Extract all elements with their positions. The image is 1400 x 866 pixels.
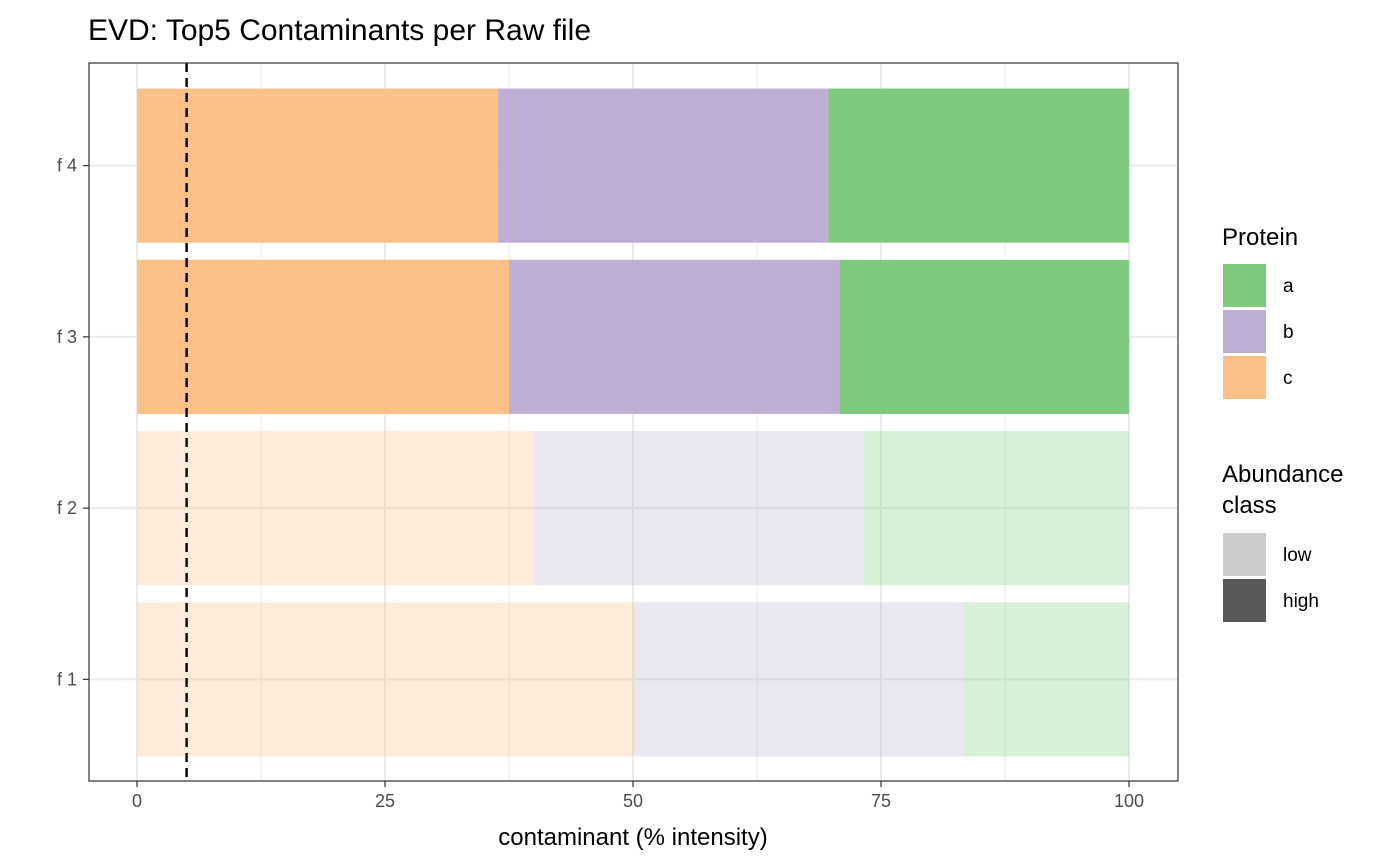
legend-label-b: b: [1283, 322, 1294, 343]
chart-title: EVD: Top5 Contaminants per Raw file: [88, 14, 591, 47]
bar-segment-b-f1: [633, 602, 965, 757]
bar-segment-c-f4: [137, 88, 499, 243]
x-tick-label: 50: [623, 791, 643, 811]
bar-segment-b-f4: [498, 88, 829, 243]
bar-segment-a-f2: [864, 431, 1129, 586]
legend-abundance-title-line1: Abundance: [1222, 461, 1343, 488]
legend-label-low: low: [1283, 545, 1312, 566]
legend: Protein a b c Abundance class low high: [1222, 224, 1350, 622]
legend-key-b: [1223, 310, 1266, 353]
legend-abundance-title-line2: class: [1222, 492, 1277, 519]
plot-panel: [88, 62, 1179, 782]
legend-key-a: [1223, 264, 1266, 307]
legend-abundance-items: low high: [1223, 533, 1319, 622]
legend-abundance-title: Abundance class: [1222, 461, 1350, 519]
legend-protein-items: a b c: [1223, 264, 1294, 399]
y-tick-label: f 2: [57, 498, 77, 518]
bars: [137, 88, 1129, 757]
legend-protein-title: Protein: [1222, 224, 1298, 251]
bar-segment-a-f3: [839, 259, 1129, 414]
x-axis: 0 25 50 75 100: [132, 781, 1144, 811]
bar-segment-c-f1: [137, 602, 633, 757]
bar-segment-b-f2: [533, 431, 865, 586]
legend-label-c: c: [1283, 368, 1293, 389]
y-tick-label: f 4: [57, 156, 77, 176]
x-tick-label: 0: [132, 791, 142, 811]
bar-segment-a-f4: [828, 88, 1129, 243]
bar-segment-b-f3: [509, 259, 840, 414]
legend-key-low: [1223, 533, 1266, 576]
x-axis-title: contaminant (% intensity): [498, 824, 767, 851]
y-tick-label: f 3: [57, 327, 77, 347]
y-axis: f 1 f 2 f 3 f 4: [57, 156, 89, 689]
legend-key-high: [1223, 579, 1266, 622]
bar-segment-a-f1: [964, 602, 1129, 757]
legend-key-c: [1223, 356, 1266, 399]
bar-segment-c-f2: [137, 431, 534, 586]
legend-label-a: a: [1283, 276, 1294, 297]
x-tick-label: 75: [871, 791, 891, 811]
x-tick-label: 100: [1114, 791, 1144, 811]
legend-label-high: high: [1283, 591, 1319, 612]
bar-segment-c-f3: [137, 259, 509, 414]
x-tick-label: 25: [375, 791, 395, 811]
y-tick-label: f 1: [57, 669, 77, 689]
